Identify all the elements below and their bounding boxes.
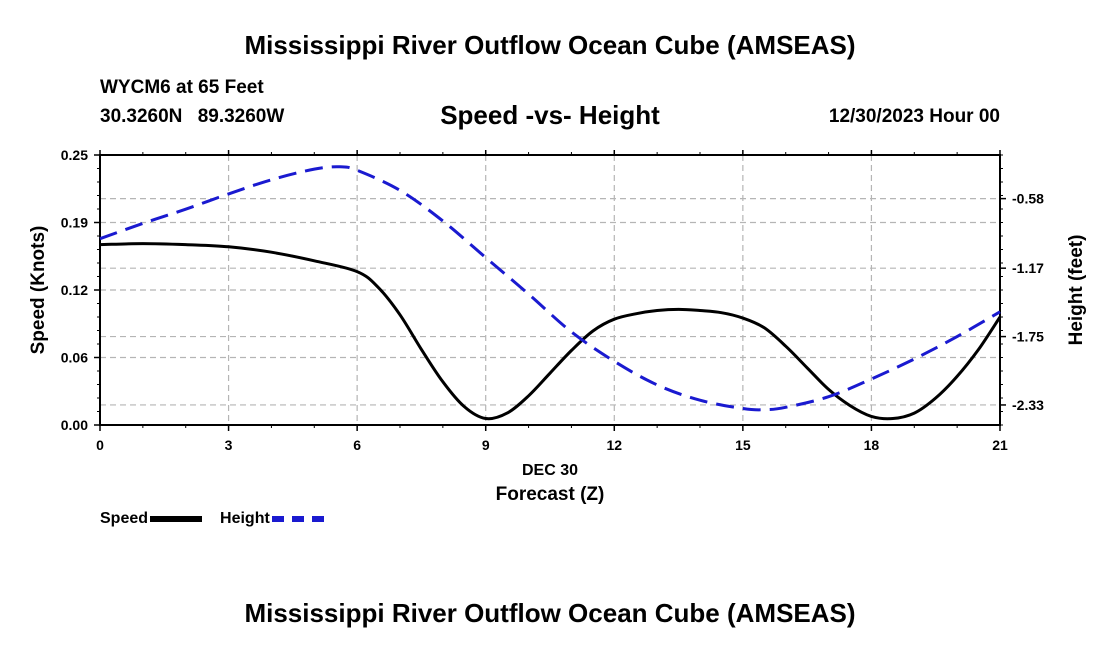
legend: Speed Height bbox=[100, 510, 342, 528]
x-axis-date-label: DEC 30 bbox=[522, 462, 578, 479]
legend-item-height: Height bbox=[220, 510, 324, 528]
x-tick-label: 3 bbox=[225, 437, 233, 453]
series-line-speed bbox=[99, 242, 1002, 421]
legend-item-speed: Speed bbox=[100, 510, 203, 528]
footer-title: Mississippi River Outflow Ocean Cube (AM… bbox=[244, 598, 856, 628]
legend-speed-swatch bbox=[150, 516, 203, 522]
y-right-tick-label: -1.75 bbox=[1012, 329, 1044, 345]
x-tick-label: 9 bbox=[482, 437, 490, 453]
x-axis-title: Forecast (Z) bbox=[496, 484, 605, 505]
y-right-axis-title: Height (feet) bbox=[1066, 235, 1087, 346]
y-left-tick-label: 0.25 bbox=[61, 147, 88, 163]
legend-height-label: Height bbox=[220, 510, 270, 527]
legend-height-swatch bbox=[271, 516, 324, 522]
chart-subtitle: Speed -vs- Height bbox=[440, 100, 660, 130]
y-right-tick-label: -1.17 bbox=[1012, 260, 1044, 276]
x-tick-label: 0 bbox=[96, 437, 104, 453]
x-tick-label: 15 bbox=[735, 437, 751, 453]
y-left-tick-label: 0.06 bbox=[61, 350, 88, 366]
series-layer bbox=[99, 165, 1002, 421]
y-right-tick-label: -0.58 bbox=[1012, 191, 1044, 207]
x-tick-label: 21 bbox=[992, 437, 1008, 453]
y-left-tick-label: 0.19 bbox=[61, 215, 88, 231]
legend-speed-label: Speed bbox=[100, 510, 149, 527]
forecast-datetime: 12/30/2023 Hour 00 bbox=[828, 106, 1000, 127]
grid-layer bbox=[100, 155, 1000, 425]
longitude: 89.3260W bbox=[197, 106, 285, 127]
series-line-height bbox=[99, 165, 1001, 412]
axis-ticks bbox=[94, 150, 1006, 431]
x-tick-label: 18 bbox=[864, 437, 880, 453]
station-label: WYCM6 at 65 Feet bbox=[100, 77, 264, 98]
latitude: 30.3260N bbox=[100, 106, 183, 127]
chart-main-title: Mississippi River Outflow Ocean Cube (AM… bbox=[244, 30, 856, 60]
y-left-tick-label: 0.00 bbox=[61, 417, 88, 433]
y-left-tick-label: 0.12 bbox=[61, 282, 88, 298]
x-tick-label: 6 bbox=[353, 437, 361, 453]
y-right-tick-label: -2.33 bbox=[1012, 397, 1044, 413]
coordinates: 30.3260N 89.3260W bbox=[100, 106, 294, 128]
x-tick-label: 12 bbox=[606, 437, 622, 453]
y-left-axis-title: Speed (Knots) bbox=[28, 226, 49, 355]
axis-labels: 0 3 6 9 12 15 18 21 0.00 0.06 0.12 0.19 0.25 -0.58 -1.… bbox=[28, 147, 1087, 505]
